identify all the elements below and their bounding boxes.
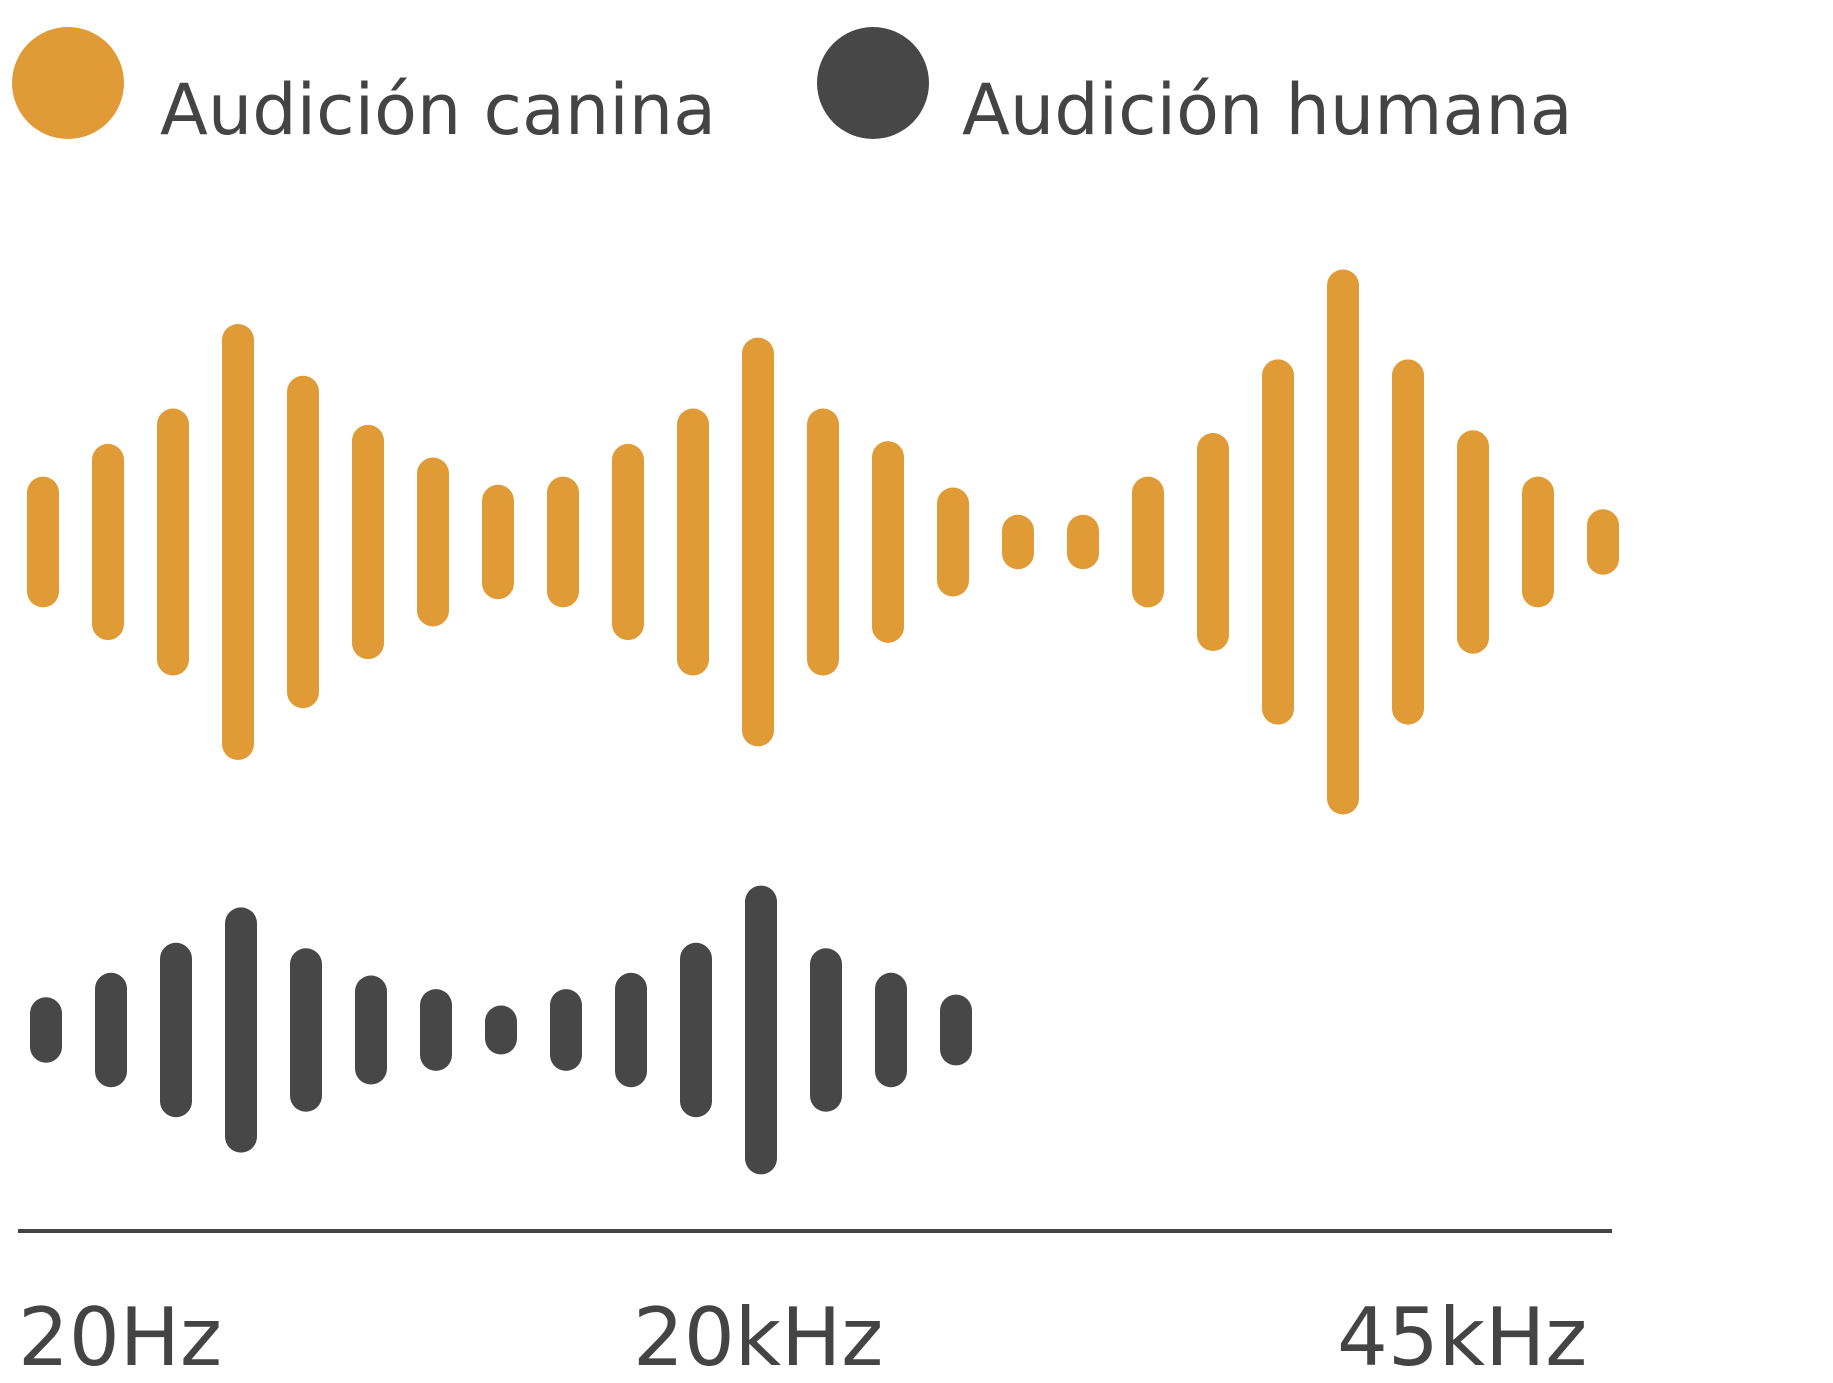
x-tick-label-20hz: 20Hz [18, 1291, 222, 1383]
bar-human-14 [875, 972, 907, 1088]
bar-human-1 [30, 997, 62, 1063]
bar-canine-15 [937, 487, 969, 597]
bar-canine-17 [1067, 514, 1099, 570]
x-tick-label-20khz: 20kHz [633, 1291, 883, 1383]
series-human-bars [30, 885, 972, 1175]
bar-human-3 [160, 942, 192, 1118]
bar-human-6 [355, 975, 387, 1085]
bar-human-10 [615, 972, 647, 1088]
bar-canine-24 [1522, 476, 1554, 608]
bar-canine-1 [27, 476, 59, 608]
bar-human-12 [745, 885, 777, 1175]
bar-human-2 [95, 972, 127, 1088]
bar-canine-25 [1587, 509, 1619, 575]
bar-canine-20 [1262, 359, 1294, 725]
bar-canine-19 [1197, 433, 1229, 651]
bar-canine-10 [612, 443, 644, 641]
bar-human-9 [550, 989, 582, 1071]
x-tick-label-45khz: 45kHz [1337, 1291, 1587, 1383]
bar-human-5 [290, 948, 322, 1112]
bar-canine-12 [742, 337, 774, 747]
bar-canine-3 [157, 408, 189, 676]
bar-canine-5 [287, 375, 319, 709]
bar-canine-9 [547, 476, 579, 608]
bar-canine-13 [807, 408, 839, 676]
legend-label-human: Audición humana [962, 69, 1573, 151]
bar-canine-18 [1132, 476, 1164, 608]
bar-human-4 [225, 907, 257, 1153]
bar-canine-2 [92, 443, 124, 641]
bar-canine-21 [1327, 269, 1359, 815]
bar-canine-8 [482, 484, 514, 600]
bar-canine-22 [1392, 359, 1424, 725]
bar-canine-23 [1457, 430, 1489, 654]
bar-canine-6 [352, 424, 384, 660]
bar-canine-11 [677, 408, 709, 676]
bar-human-8 [485, 1005, 517, 1055]
bar-human-7 [420, 989, 452, 1071]
legend: Audición canina Audición humana [12, 27, 1573, 151]
legend-swatch-human [817, 27, 929, 139]
bar-canine-14 [872, 441, 904, 643]
legend-swatch-canine [12, 27, 124, 139]
series-canine-bars [27, 269, 1619, 815]
legend-label-canine: Audición canina [160, 69, 716, 151]
x-axis-ticks: 20Hz 20kHz 45kHz [18, 1291, 1587, 1383]
bar-canine-16 [1002, 514, 1034, 570]
bar-human-13 [810, 948, 842, 1112]
bar-canine-4 [222, 324, 254, 760]
bar-canine-7 [417, 457, 449, 627]
bar-human-11 [680, 942, 712, 1118]
bar-human-15 [940, 994, 972, 1066]
